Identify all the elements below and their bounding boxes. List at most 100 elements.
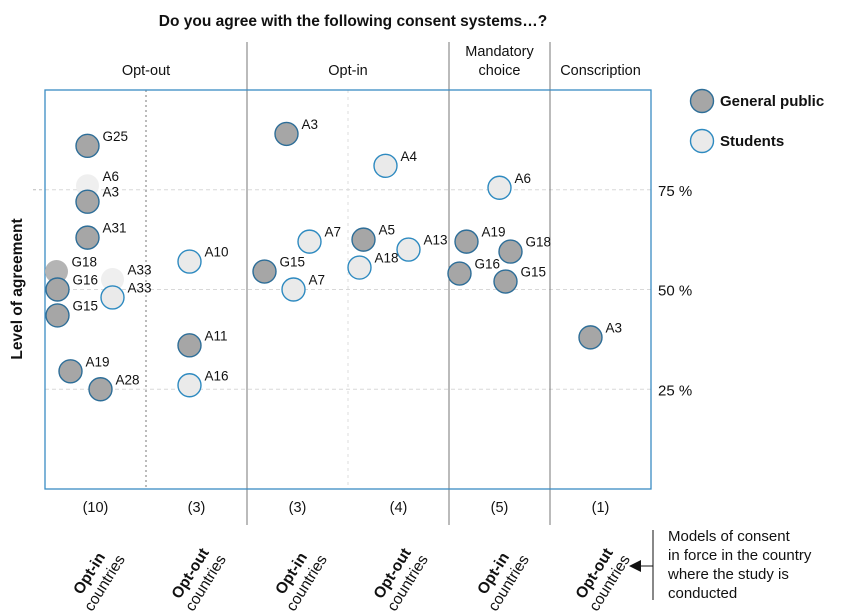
point-label: A6 bbox=[515, 171, 532, 186]
legend-label: General public bbox=[720, 93, 824, 110]
group-header: Opt-out bbox=[122, 63, 170, 79]
point-marker bbox=[177, 333, 202, 358]
group-header: Opt-in bbox=[328, 63, 368, 79]
point-marker bbox=[101, 268, 124, 292]
data-point: A33 bbox=[100, 280, 152, 310]
grid-layer bbox=[33, 90, 651, 489]
legend-label: Students bbox=[720, 133, 784, 150]
legend-swatch bbox=[689, 88, 715, 114]
point-marker bbox=[454, 229, 479, 254]
point-marker bbox=[252, 259, 277, 284]
data-point: A4 bbox=[373, 149, 418, 179]
column-count: (5) bbox=[491, 500, 509, 516]
side-note-arrow bbox=[629, 560, 641, 572]
point-marker bbox=[58, 359, 83, 384]
point-label: A19 bbox=[86, 354, 110, 369]
data-point: G18 bbox=[45, 255, 97, 284]
data-point: G16 bbox=[447, 257, 500, 286]
point-label: A3 bbox=[302, 117, 319, 132]
data-point: G18 bbox=[498, 235, 552, 264]
point-marker bbox=[45, 303, 70, 328]
chart-title: Do you agree with the following consent … bbox=[159, 13, 547, 30]
point-label: A19 bbox=[482, 225, 506, 240]
data-point: A11 bbox=[177, 328, 228, 358]
group-header: Mandatory bbox=[465, 44, 534, 60]
data-point: G15 bbox=[45, 298, 99, 328]
point-label: A16 bbox=[205, 368, 229, 383]
point-label: G18 bbox=[526, 235, 552, 250]
point-marker bbox=[373, 153, 398, 179]
y-tick-label: 25 % bbox=[658, 382, 692, 399]
point-label: A7 bbox=[309, 273, 326, 288]
point-marker bbox=[498, 239, 523, 264]
point-label: A33 bbox=[128, 263, 152, 278]
data-point: G25 bbox=[75, 129, 129, 159]
point-marker bbox=[274, 121, 299, 147]
point-marker bbox=[75, 133, 100, 159]
point-label: A3 bbox=[606, 320, 623, 335]
point-label: A33 bbox=[128, 280, 152, 295]
data-point: G15 bbox=[493, 265, 547, 294]
point-label: G15 bbox=[73, 298, 99, 313]
column-count: (10) bbox=[83, 500, 109, 516]
point-marker bbox=[177, 249, 202, 274]
point-label: A7 bbox=[325, 225, 342, 240]
data-point: A5 bbox=[351, 223, 396, 252]
point-marker bbox=[297, 229, 322, 254]
y-tick-label: 75 % bbox=[658, 183, 692, 200]
legend-swatch bbox=[689, 128, 715, 154]
data-point: A3 bbox=[75, 185, 120, 214]
side-note-line: where the study is bbox=[667, 566, 789, 583]
point-marker bbox=[396, 237, 421, 262]
side-note-line: conducted bbox=[668, 585, 737, 602]
data-point: A33 bbox=[101, 263, 152, 292]
point-marker bbox=[447, 261, 472, 286]
point-marker bbox=[347, 255, 372, 280]
group-header: choice bbox=[479, 63, 521, 79]
point-marker bbox=[88, 377, 113, 402]
point-label: A5 bbox=[379, 223, 396, 238]
group-header: Conscription bbox=[560, 63, 641, 79]
data-point: A16 bbox=[177, 368, 229, 398]
data-point: G15 bbox=[252, 255, 305, 284]
column-count: (1) bbox=[592, 500, 610, 516]
y-axis-label: Level of agreement bbox=[9, 218, 26, 359]
points-layer: G25A6A3A31G18A33G16A33G15A19A28A10A11A16… bbox=[45, 117, 623, 402]
point-marker bbox=[578, 325, 603, 350]
point-label: A4 bbox=[401, 149, 418, 164]
data-point: A31 bbox=[75, 221, 127, 250]
data-point: A13 bbox=[396, 233, 448, 262]
point-marker bbox=[100, 285, 125, 310]
side-note-line: Models of consent bbox=[668, 528, 791, 545]
point-label: G15 bbox=[521, 265, 547, 280]
point-label: A3 bbox=[103, 185, 120, 200]
data-point: A6 bbox=[487, 171, 532, 200]
frame-layer bbox=[44, 42, 652, 525]
data-point: G16 bbox=[45, 273, 98, 302]
column-count: (4) bbox=[390, 500, 408, 516]
data-point: A19 bbox=[454, 225, 506, 254]
point-marker bbox=[281, 277, 306, 302]
data-point: A3 bbox=[578, 320, 623, 350]
column-count: (3) bbox=[289, 500, 307, 516]
point-label: A31 bbox=[103, 221, 127, 236]
point-marker bbox=[493, 269, 518, 294]
data-point: A28 bbox=[88, 372, 140, 402]
point-label: A18 bbox=[375, 251, 399, 266]
plot-frame bbox=[44, 89, 652, 490]
point-marker bbox=[45, 260, 68, 284]
point-marker bbox=[351, 227, 376, 252]
data-point: A7 bbox=[281, 273, 326, 302]
point-marker bbox=[75, 189, 100, 214]
point-label: G18 bbox=[72, 255, 98, 270]
column-count: (3) bbox=[188, 500, 206, 516]
point-label: G25 bbox=[103, 129, 129, 144]
data-point: A3 bbox=[274, 117, 319, 147]
point-marker bbox=[45, 277, 70, 302]
legend: General public Students bbox=[689, 88, 824, 154]
